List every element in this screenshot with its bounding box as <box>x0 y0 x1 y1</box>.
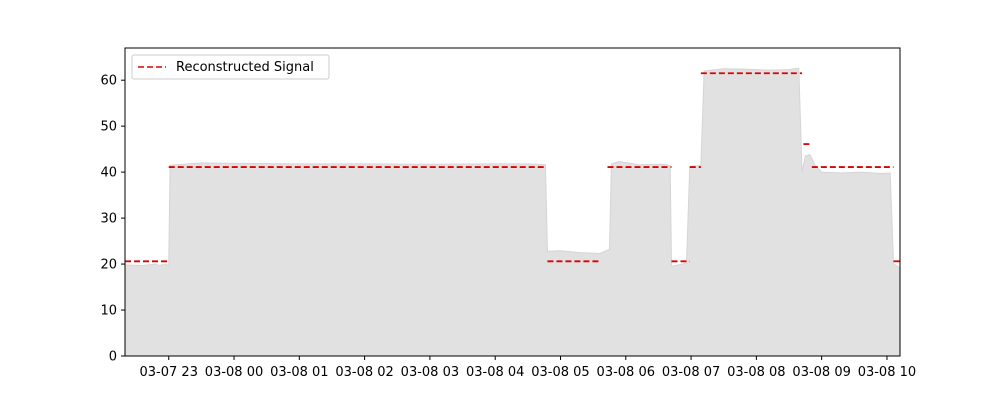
y-tick-label: 30 <box>100 212 117 227</box>
x-axis: 03-07 23 03-08 00 03-08 01 03-08 02 03-08 03… <box>140 356 916 380</box>
y-axis: 0 10 20 30 40 50 60 <box>100 74 125 365</box>
x-tick-label: 03-08 01 <box>270 365 328 380</box>
x-tick-label: 03-08 04 <box>466 365 524 380</box>
x-tick-label: 03-08 03 <box>401 365 459 380</box>
x-tick-label: 03-08 07 <box>662 365 720 380</box>
y-tick-label: 40 <box>100 166 117 181</box>
x-tick-label: 03-07 23 <box>140 365 198 380</box>
y-tick-label: 20 <box>100 258 117 273</box>
legend-label-reconstructed-signal: Reconstructed Signal <box>176 60 314 75</box>
legend: Reconstructed Signal <box>131 54 330 80</box>
area-series <box>124 67 901 357</box>
y-tick-label: 10 <box>100 304 117 319</box>
x-tick-label: 03-08 00 <box>205 365 263 380</box>
legend-box <box>131 54 330 80</box>
y-tick-label: 50 <box>100 120 117 135</box>
x-tick-label: 03-08 02 <box>335 365 393 380</box>
x-tick-label: 03-08 09 <box>792 365 850 380</box>
area-layer <box>124 67 901 357</box>
x-tick-label: 03-08 08 <box>727 365 785 380</box>
plot-frame <box>124 47 901 357</box>
x-tick-label: 03-08 10 <box>858 365 916 380</box>
y-tick-label: 0 <box>109 350 117 365</box>
y-tick-label: 60 <box>100 74 117 89</box>
x-tick-label: 03-08 05 <box>531 365 589 380</box>
x-tick-label: 03-08 06 <box>597 365 655 380</box>
signal-layer <box>125 72 900 263</box>
